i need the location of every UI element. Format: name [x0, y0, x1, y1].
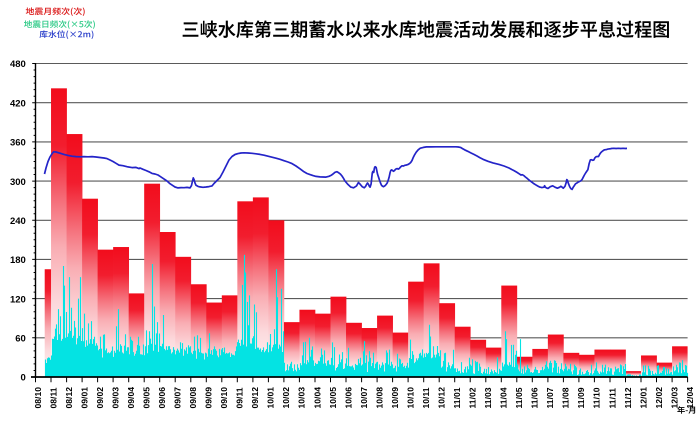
svg-text:11/12: 11/12	[623, 387, 633, 408]
svg-text:10/01: 10/01	[266, 387, 276, 409]
svg-text:11/08: 11/08	[561, 387, 571, 408]
svg-text:09/10: 09/10	[219, 387, 229, 409]
svg-text:09/03: 09/03	[110, 387, 120, 409]
svg-text:09/02: 09/02	[95, 387, 105, 409]
svg-text:09/05: 09/05	[142, 387, 152, 409]
svg-text:480: 480	[10, 59, 26, 70]
svg-text:10/12: 10/12	[437, 387, 447, 409]
svg-text:09/06: 09/06	[157, 387, 167, 409]
svg-text:120: 120	[10, 294, 26, 305]
svg-text:08/11: 08/11	[48, 387, 58, 408]
svg-text:09/11: 09/11	[235, 387, 245, 408]
svg-text:11/01: 11/01	[452, 387, 462, 408]
svg-text:09/09: 09/09	[204, 387, 214, 409]
svg-text:11/11: 11/11	[607, 388, 617, 409]
svg-text:10/06: 10/06	[343, 387, 353, 409]
svg-text:180: 180	[10, 255, 26, 266]
svg-text:60: 60	[15, 334, 26, 345]
svg-text:0: 0	[21, 373, 26, 384]
svg-text:12/02: 12/02	[654, 387, 664, 409]
svg-text:09/07: 09/07	[173, 387, 183, 409]
svg-text:240: 240	[10, 216, 26, 227]
svg-text:12/03: 12/03	[669, 387, 679, 409]
svg-text:10/07: 10/07	[359, 387, 369, 409]
svg-text:12/01: 12/01	[638, 387, 648, 409]
svg-text:11/07: 11/07	[545, 387, 555, 408]
svg-text:10/03: 10/03	[297, 387, 307, 409]
svg-text:300: 300	[10, 177, 26, 188]
svg-text:08/12: 08/12	[64, 387, 74, 409]
svg-text:360: 360	[10, 138, 26, 149]
svg-text:09/08: 09/08	[188, 387, 198, 409]
svg-text:10/05: 10/05	[328, 387, 338, 409]
svg-text:09/12: 09/12	[250, 387, 260, 409]
svg-text:11/06: 11/06	[530, 387, 540, 408]
svg-text:10/09: 10/09	[390, 387, 400, 409]
svg-text:10/04: 10/04	[312, 387, 322, 409]
svg-text:11/03: 11/03	[483, 387, 493, 408]
svg-text:09/01: 09/01	[79, 387, 89, 409]
svg-text:10/02: 10/02	[281, 387, 291, 409]
svg-text:11/04: 11/04	[499, 387, 509, 408]
svg-text:08/10: 08/10	[33, 387, 43, 409]
svg-text:10/08: 10/08	[374, 387, 384, 409]
svg-text:10/10: 10/10	[405, 387, 415, 409]
svg-text:12/04: 12/04	[685, 387, 695, 409]
svg-text:420: 420	[10, 98, 26, 109]
svg-text:11/09: 11/09	[576, 387, 586, 408]
svg-text:11/02: 11/02	[468, 387, 478, 408]
svg-text:09/04: 09/04	[126, 387, 136, 409]
svg-text:11/10: 11/10	[592, 387, 602, 408]
svg-text:10/11: 10/11	[421, 387, 431, 408]
svg-text:11/05: 11/05	[514, 387, 524, 408]
